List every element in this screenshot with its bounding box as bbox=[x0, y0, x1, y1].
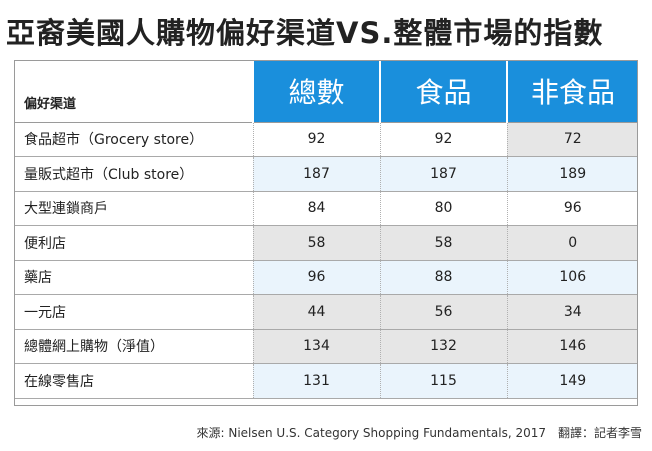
table-cell: 58 bbox=[379, 225, 507, 261]
corner-label: 偏好渠道 bbox=[14, 60, 253, 123]
table-cell: 34 bbox=[506, 294, 638, 330]
table-row: 便利店 58 58 0 bbox=[14, 225, 638, 261]
table-cell: 92 bbox=[379, 122, 507, 157]
table-cell: 106 bbox=[506, 260, 638, 295]
row-label: 食品超市（Grocery store） bbox=[14, 122, 253, 157]
table-body: 食品超市（Grocery store） 92 92 72 量販式超市（Club stor… bbox=[14, 122, 638, 399]
column-header-total: 總數 bbox=[252, 60, 380, 123]
source-note: 來源: Nielsen U.S. Category Shopping Funda… bbox=[196, 426, 642, 440]
table-frame bbox=[14, 60, 638, 406]
row-label: 藥店 bbox=[14, 260, 253, 295]
column-header-nonfood: 非食品 bbox=[506, 60, 638, 123]
table-cell: 80 bbox=[379, 191, 507, 226]
table-cell: 132 bbox=[379, 329, 507, 364]
header-row: 偏好渠道 總數 食品 非食品 bbox=[14, 60, 638, 123]
column-header-food: 食品 bbox=[379, 60, 507, 123]
row-label: 大型連鎖商戶 bbox=[14, 191, 253, 226]
table-row: 食品超市（Grocery store） 92 92 72 bbox=[14, 122, 638, 157]
table-cell: 84 bbox=[252, 191, 380, 226]
table-cell: 56 bbox=[379, 294, 507, 330]
index-table: 偏好渠道 總數 食品 非食品 食品超市（Grocery store） 92 92 72… bbox=[14, 60, 638, 399]
table-cell: 88 bbox=[379, 260, 507, 295]
table-row: 量販式超市（Club store） 187 187 189 bbox=[14, 156, 638, 192]
table-cell: 149 bbox=[506, 363, 638, 399]
table-cell: 92 bbox=[252, 122, 380, 157]
table-cell: 146 bbox=[506, 329, 638, 364]
table-row: 大型連鎖商戶 84 80 96 bbox=[14, 191, 638, 226]
table-cell: 131 bbox=[252, 363, 380, 399]
table-cell: 187 bbox=[379, 156, 507, 192]
table-row: 藥店 96 88 106 bbox=[14, 260, 638, 295]
table-cell: 187 bbox=[252, 156, 380, 192]
row-label: 在線零售店 bbox=[14, 363, 253, 399]
table-row: 總體網上購物（淨值） 134 132 146 bbox=[14, 329, 638, 364]
table-cell: 115 bbox=[379, 363, 507, 399]
row-label: 一元店 bbox=[14, 294, 253, 330]
table-row: 一元店 44 56 34 bbox=[14, 294, 638, 330]
table-cell: 72 bbox=[506, 122, 638, 157]
row-label: 便利店 bbox=[14, 225, 253, 261]
table-cell: 44 bbox=[252, 294, 380, 330]
table-cell: 189 bbox=[506, 156, 638, 192]
table-cell: 0 bbox=[506, 225, 638, 261]
row-label: 量販式超市（Club store） bbox=[14, 156, 253, 192]
table-cell: 134 bbox=[252, 329, 380, 364]
row-label: 總體網上購物（淨值） bbox=[14, 329, 253, 364]
table-cell: 96 bbox=[252, 260, 380, 295]
chart-title: 亞裔美國人購物偏好渠道VS.整體市場的指數 bbox=[6, 16, 604, 50]
table-cell: 58 bbox=[252, 225, 380, 261]
table-row: 在線零售店 131 115 149 bbox=[14, 363, 638, 399]
table-cell: 96 bbox=[506, 191, 638, 226]
